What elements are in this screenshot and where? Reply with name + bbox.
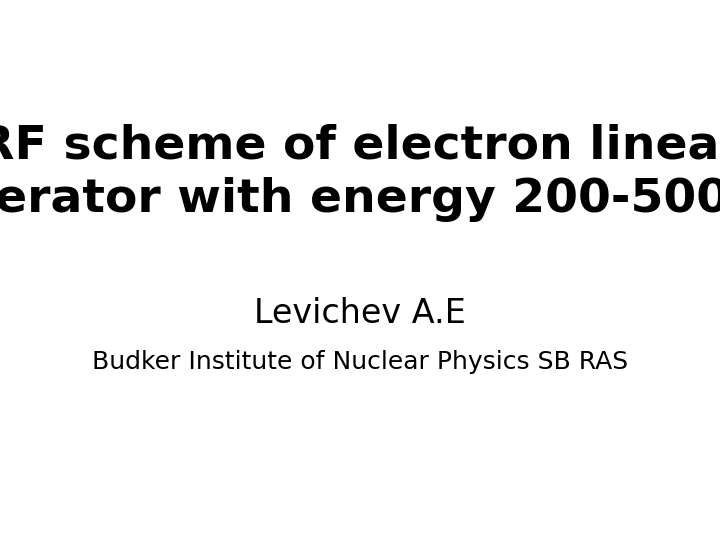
Text: RF scheme of electron linear
accelerator with energy 200-500 MeV: RF scheme of electron linear accelerator… (0, 124, 720, 222)
Text: Levichev A.E: Levichev A.E (254, 296, 466, 330)
Text: Budker Institute of Nuclear Physics SB RAS: Budker Institute of Nuclear Physics SB R… (92, 350, 628, 374)
